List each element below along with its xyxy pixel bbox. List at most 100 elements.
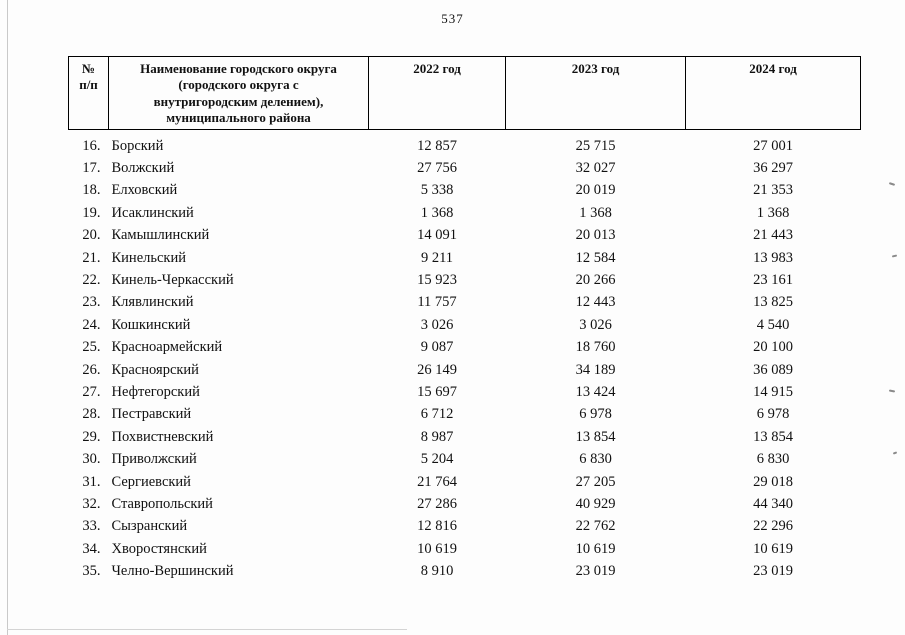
value-2022: 14 091 [417, 227, 457, 244]
table-row: 29. Похвистневский 8 987 13 854 13 854 [69, 426, 861, 448]
value-2024: 13 825 [753, 294, 793, 311]
value-2022: 15 697 [417, 383, 457, 400]
table-row: 22. Кинель-Черкасский 15 923 20 266 23 161 [69, 269, 861, 291]
row-name: Приволжский [111, 451, 197, 468]
scan-artifact [888, 389, 896, 393]
value-2023: 13 854 [575, 428, 616, 445]
value-2024: 14 915 [753, 383, 793, 400]
value-2023: 34 189 [575, 361, 616, 378]
row-number: 26. [82, 361, 101, 378]
table-row: 31. Сергиевский 21 764 27 205 29 018 [69, 471, 861, 493]
row-number: 18. [82, 182, 101, 199]
value-2024: 4 540 [756, 316, 790, 333]
row-number: 27. [82, 383, 101, 400]
value-2022: 27 286 [417, 495, 457, 512]
table-row: 35. Челно-Вершинский 8 910 23 019 23 019 [69, 560, 861, 582]
table-row: 16. Борский 12 857 25 715 27 001 [69, 130, 861, 158]
value-2024: 6 978 [756, 406, 790, 423]
value-2023: 13 424 [575, 383, 616, 400]
value-2022: 9 087 [420, 339, 454, 356]
value-2022: 8 910 [420, 563, 454, 580]
row-name: Ставропольский [111, 495, 213, 512]
value-2022: 26 149 [417, 361, 457, 378]
value-2024: 23 161 [753, 272, 793, 289]
row-number: 31. [82, 473, 101, 490]
table-row: 27. Нефтегорский 15 697 13 424 14 915 [69, 381, 861, 403]
row-name: Челно-Вершинский [111, 563, 234, 580]
value-2022: 5 338 [420, 182, 454, 199]
value-2024: 36 297 [753, 160, 793, 177]
scan-artifact [891, 254, 898, 258]
value-2023: 23 019 [575, 563, 616, 580]
header-name: Наименование городского округа (городско… [108, 56, 369, 130]
value-2024: 27 001 [753, 137, 793, 154]
header-year-2023: 2023 год [505, 56, 686, 130]
row-name: Красноярский [111, 361, 199, 378]
table-body: 16. Борский 12 857 25 715 27 001 17. Волжский 2… [69, 130, 861, 583]
value-2024: 21 353 [753, 182, 793, 199]
row-name: Сергиевский [111, 473, 191, 490]
value-2024: 22 296 [753, 518, 793, 535]
row-name: Исаклинский [111, 204, 194, 221]
value-2023: 1 368 [579, 204, 612, 221]
value-2022: 21 764 [417, 473, 457, 490]
value-2024: 6 830 [756, 451, 790, 468]
row-number: 23. [82, 294, 101, 311]
header-num: № п/п [68, 56, 109, 130]
row-name: Похвистневский [111, 428, 214, 445]
row-number: 25. [82, 339, 101, 356]
value-2023: 25 715 [575, 137, 616, 154]
value-2023: 6 978 [579, 406, 612, 423]
table-row: 18. Елховский 5 338 20 019 21 353 [69, 180, 861, 202]
row-number: 35. [82, 563, 101, 580]
header-year-2024: 2024 год [685, 56, 861, 130]
value-2023: 20 019 [575, 182, 616, 199]
table-row: 34. Хворостянский 10 619 10 619 10 619 [69, 538, 861, 560]
table-row: 33. Сызранский 12 816 22 762 22 296 [69, 516, 861, 538]
table-row: 25. Красноармейский 9 087 18 760 20 100 [69, 337, 861, 359]
row-number: 22. [82, 272, 101, 289]
table-header: № п/п Наименование городского округа (го… [68, 56, 861, 130]
header-year-2022: 2022 год [368, 56, 506, 130]
table-row: 28. Пестравский 6 712 6 978 6 978 [69, 404, 861, 426]
value-2022: 12 816 [417, 518, 457, 535]
row-name: Красноармейский [111, 339, 223, 356]
value-2022: 1 368 [420, 204, 454, 221]
scan-artifact [888, 182, 896, 186]
value-2022: 10 619 [417, 540, 457, 557]
row-number: 32. [82, 495, 101, 512]
row-name: Пестравский [111, 406, 192, 423]
value-2024: 13 854 [753, 428, 793, 445]
value-2023: 22 762 [575, 518, 616, 535]
table-row: 23. Клявлинский 11 757 12 443 13 825 [69, 292, 861, 314]
table-row: 19. Исаклинский 1 368 1 368 1 368 [69, 202, 861, 224]
value-2022: 15 923 [417, 272, 457, 289]
value-2022: 12 857 [417, 137, 457, 154]
value-2022: 11 757 [417, 294, 457, 311]
row-name: Кинель-Черкасский [111, 272, 234, 289]
value-2024: 10 619 [753, 540, 793, 557]
row-name: Борский [111, 137, 164, 154]
value-2024: 29 018 [753, 473, 793, 490]
value-2023: 20 266 [575, 272, 616, 289]
table-row: 26. Красноярский 26 149 34 189 36 089 [69, 359, 861, 381]
value-2024: 1 368 [756, 204, 790, 221]
value-2023: 20 013 [575, 227, 616, 244]
value-2024: 21 443 [753, 227, 793, 244]
value-2022: 6 712 [420, 406, 454, 423]
row-number: 21. [82, 249, 101, 266]
scan-edge-left [7, 0, 8, 635]
value-2023: 18 760 [575, 339, 616, 356]
value-2022: 9 211 [420, 249, 454, 266]
row-number: 19. [82, 204, 101, 221]
row-name: Нефтегорский [111, 383, 200, 400]
table-row: 32. Ставропольский 27 286 40 929 44 340 [69, 493, 861, 515]
table-row: 24. Кошкинский 3 026 3 026 4 540 [69, 314, 861, 336]
table-row: 21. Кинельский 9 211 12 584 13 983 [69, 247, 861, 269]
row-number: 24. [82, 316, 101, 333]
value-2023: 27 205 [575, 473, 616, 490]
row-number: 29. [82, 428, 101, 445]
value-2023: 12 443 [575, 294, 616, 311]
value-2023: 32 027 [575, 160, 616, 177]
